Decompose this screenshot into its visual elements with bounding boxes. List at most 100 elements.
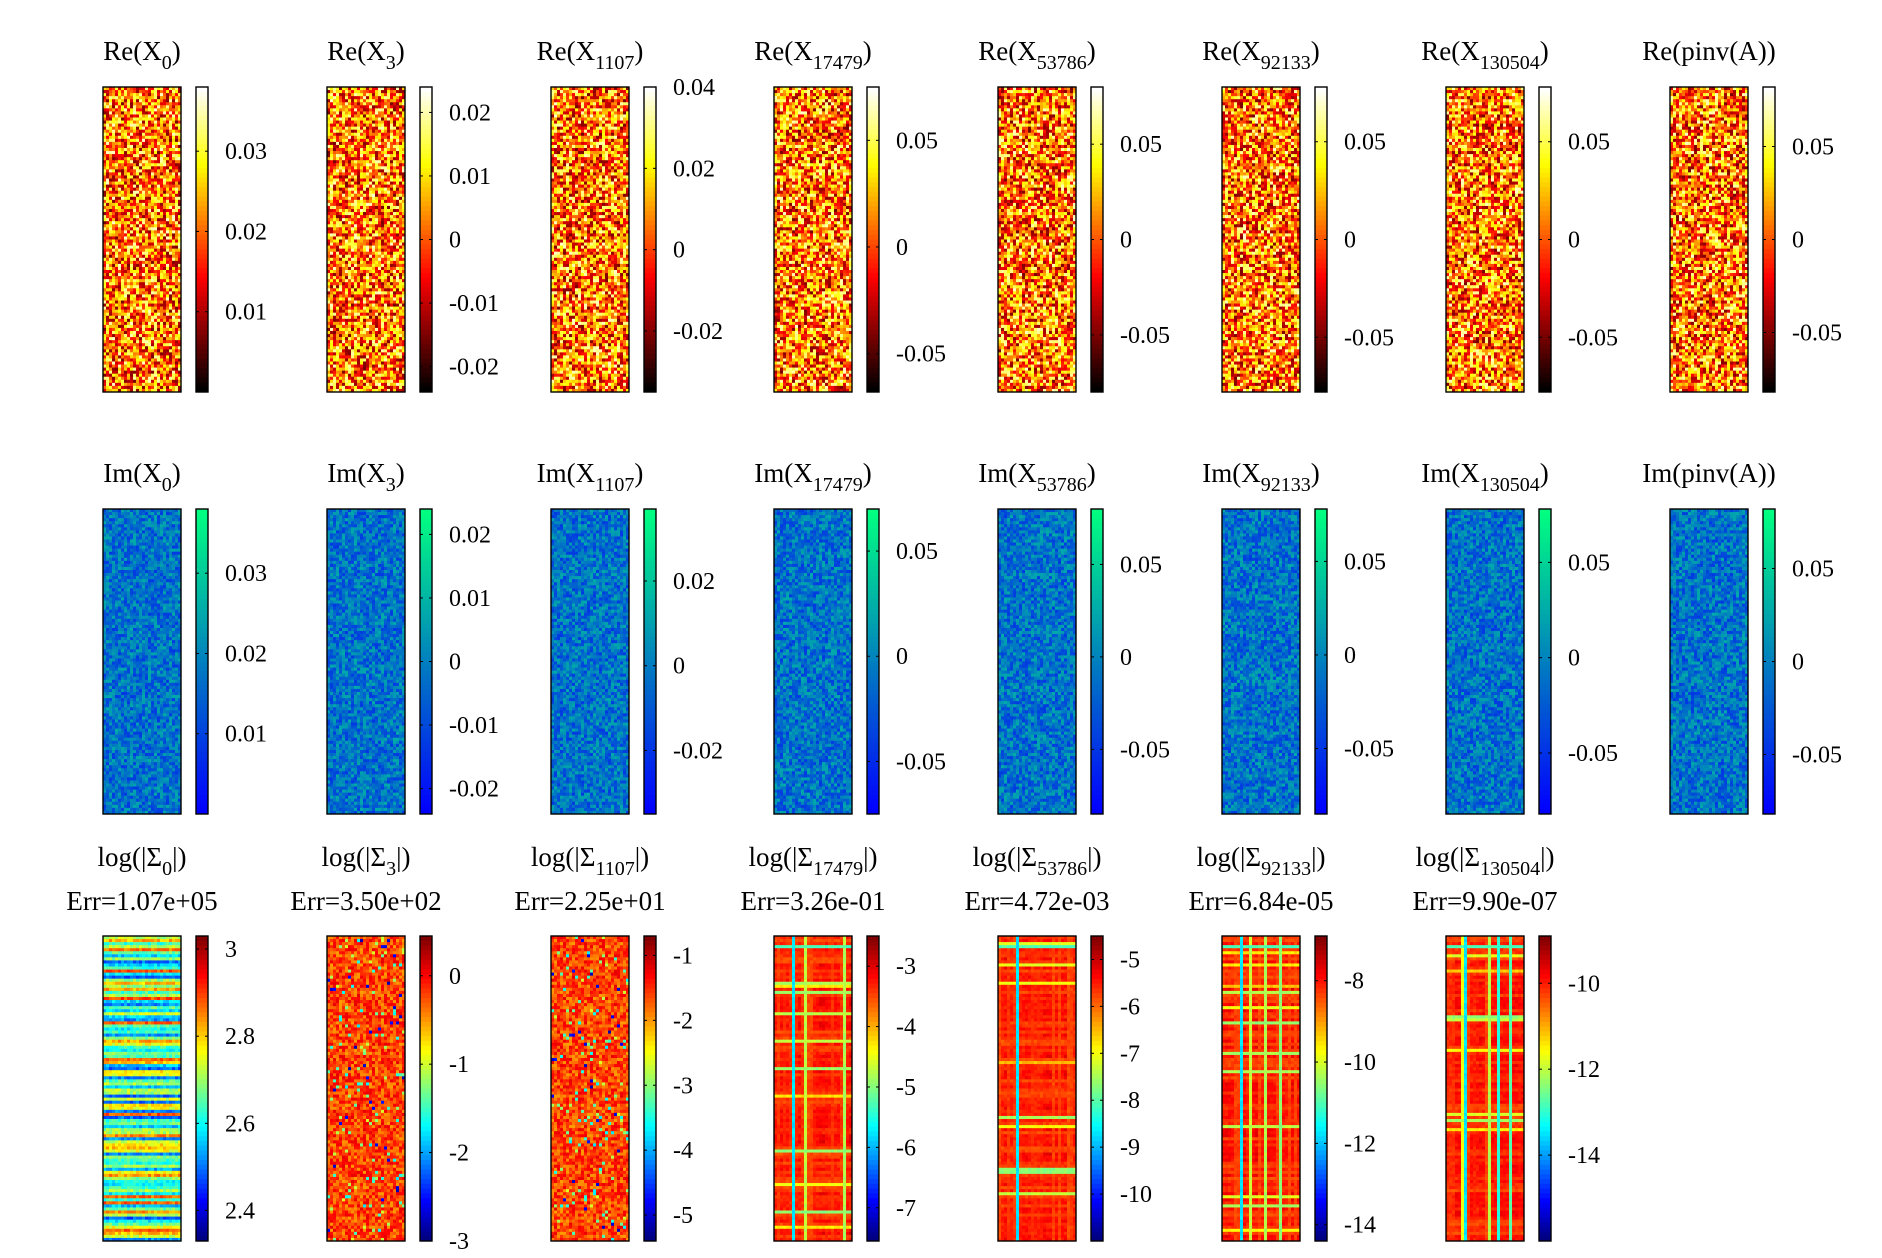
panel-title-main: log(|Σ [1196,842,1261,872]
panel-title-main: Re(X [978,36,1037,66]
colorbar-tick-label: 0.01 [449,586,491,612]
panel-title: Im(pinv(A)) [1642,458,1775,488]
panel-title-suffix: |) [396,842,410,872]
colorbar-tick-label: 0 [1568,646,1580,672]
panel-title-main: log(|Σ [321,842,386,872]
colorbar-tick-label: 0.05 [1120,552,1162,578]
colorbar-tick-label: 0.02 [449,522,491,548]
colorbar: 0.050-0.05 [1763,509,1842,815]
colorbar: 0.020.010-0.01-0.02 [420,509,499,815]
panel-title-subscript: 92133 [1261,474,1311,496]
colorbar: 0.050-0.05 [1091,87,1170,393]
panel-title-subscript: 3 [386,858,396,880]
panel-title-main: Re(X [1421,36,1480,66]
panel-imag-6: Im(X130504)0.050-0.05 [1421,458,1618,815]
colorbar: 0.05 0 -0.05 [1315,87,1394,393]
panel-title-suffix: |) [635,842,649,872]
panel-title-suffix: ) [1087,458,1096,488]
heatmap-image [774,509,852,814]
panel-real-0: Re(X0)0.030.020.01 [103,36,267,393]
colorbar-tick-label: 0 [673,654,685,680]
colorbar-tick-label: 0 [1344,228,1356,254]
colorbar-tick-label: -0.05 [1792,320,1842,346]
colorbar: 0.050-0.05 [1091,509,1170,815]
colorbar-tick-label: -0.05 [1344,737,1394,763]
colorbar-tick-label: 0 [449,964,461,990]
panel-title: Im(X1107) [537,458,644,496]
colorbar-tick-label: -0.05 [1344,325,1394,351]
colorbar-tick-label: 0.03 [225,561,267,587]
colorbar-tick-label: 0 [673,238,685,264]
colorbar: 0.030.020.01 [196,87,267,393]
panel-title: Im(X3) [327,458,404,496]
panel-title-suffix: ) [1540,36,1549,66]
heatmap-image [774,87,852,392]
panel-title-main: Re(X [327,36,386,66]
panel-sigma-1: log(|Σ3|)Err=3.50e+020-1-2-3 [290,842,469,1255]
panel-title-suffix: ) [863,458,872,488]
panel-title: Im(X17479) [754,458,871,496]
panel-title-suffix: ) [863,36,872,66]
colorbar-tick-label: 0 [449,228,461,254]
panel-title: log(|Σ53786|) [972,842,1101,880]
panel-title-subscript: 130504 [1480,474,1540,496]
panel-title-subscript: 92133 [1261,858,1311,880]
heatmap-image [103,87,181,392]
colorbar-tick-label: 3 [225,937,237,963]
colorbar-tick-label: 0 [896,235,908,261]
heatmap-image [1222,936,1300,1241]
colorbar: -10-12-14 [1539,936,1600,1242]
colorbar-tick-label: -10 [1344,1050,1376,1076]
colorbar: 0.050-0.05 [1315,509,1394,815]
panel-sigma-2: log(|Σ1107|) Err=2.25e+01 -1-2-3-4-5 [514,842,693,1242]
panel-imag-2: Im(X1107)0.020-0.02 [537,458,723,815]
colorbar-tick-label: 0.05 [896,539,938,565]
colorbar-tick-label: -0.02 [449,777,499,803]
panel-sigma-5: log(|Σ92133|)Err=6.84e-05-8-10-12-14 [1189,842,1376,1242]
colorbar: 0.020-0.02 [644,509,723,815]
colorbar-tick-label: -0.01 [449,713,499,739]
panel-title-suffix: |) [1087,842,1101,872]
colorbar: -1-2-3-4-5 [644,936,693,1242]
colorbar: 32.82.62.4 [196,936,255,1242]
panel-title-suffix: ) [172,36,181,66]
colorbar-tick-label: 0.01 [449,164,491,190]
heatmap-image [1670,509,1748,814]
colorbar-tick-label: -0.01 [449,291,499,317]
colorbar-tick-label: 2.8 [225,1024,255,1050]
panel-title-main: Re(X [537,36,596,66]
panel-title-main: Im(X [978,458,1037,488]
colorbar-tick-label: 0.04 [673,75,715,101]
colorbar: -3-4-5-6-7 [867,936,916,1242]
colorbar-tick-label: 0 [1344,643,1356,669]
colorbar-tick-label: 0.05 [1344,130,1386,156]
panel-title-subscript: 0 [162,858,172,880]
colorbar-tick-label: -4 [896,1015,916,1041]
colorbar-tick-label: -0.02 [673,319,723,345]
colorbar-tick-label: -8 [1120,1088,1140,1114]
colorbar-tick-label: -3 [449,1229,469,1255]
colorbar: 0.040.020-0.02 [644,75,723,393]
colorbar-tick-label: 0 [1568,228,1580,254]
colorbar-tick-label: 0.02 [225,641,267,667]
panel-imag-7: Im(pinv(A)) 0.050-0.05 [1642,458,1842,815]
panel-error: Err=4.72e-03 [965,886,1110,916]
colorbar-tick-label: 0.02 [449,100,491,126]
colorbar-tick-label: -1 [449,1052,469,1078]
panel-title: Re(X17479) [754,36,871,74]
figure-canvas: Re(X0)0.030.020.01Re(X3)0.020.010-0.01-0… [0,0,1882,1258]
panel-real-1: Re(X3)0.020.010-0.01-0.02 [327,36,499,393]
panel-title: Im(X0) [103,458,180,496]
colorbar: 0.050-0.05 [1763,87,1842,393]
panel-title: Im(X92133) [1202,458,1319,496]
panel-title-suffix: ) [1087,36,1096,66]
heatmap-image [327,509,405,814]
colorbar: 0-1-2-3 [420,936,469,1255]
colorbar-tick-label: -5 [1120,947,1140,973]
panel-error: Err=2.25e+01 [514,886,665,916]
panel-title: Re(X53786) [978,36,1095,74]
panel-title: log(|Σ1107|) [531,842,649,880]
panel-real-6: Re(X130504)0.050-0.05 [1421,36,1618,393]
panel-title: Re(X1107) [537,36,644,74]
